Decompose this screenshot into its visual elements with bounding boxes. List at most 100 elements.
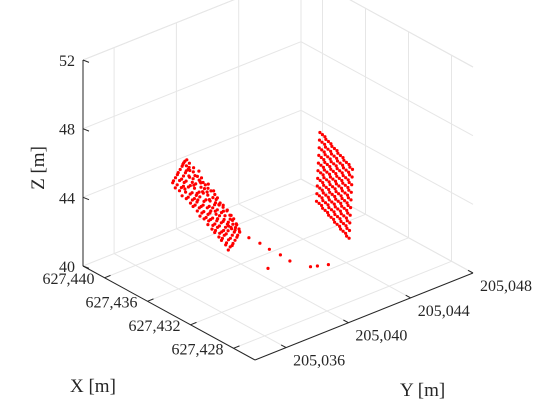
data-point	[335, 167, 339, 171]
data-point	[350, 167, 355, 171]
data-point	[208, 199, 212, 203]
data-point	[317, 153, 321, 157]
z-tick-label: 48	[59, 122, 75, 139]
y-axis-label: Y [m]	[400, 380, 445, 401]
data-point	[323, 145, 328, 149]
data-point	[323, 160, 327, 164]
data-point	[234, 222, 238, 226]
data-point	[321, 199, 325, 203]
y-tick-label: 205,036	[293, 353, 345, 370]
y-tick	[343, 319, 349, 324]
data-point	[346, 211, 350, 215]
data-point	[326, 147, 330, 151]
data-point	[205, 190, 209, 194]
data-point	[175, 183, 179, 187]
data-point	[348, 173, 352, 177]
data-point	[317, 146, 321, 150]
data-point	[318, 130, 322, 135]
y-tick	[280, 344, 287, 349]
data-point	[347, 236, 351, 240]
data-point	[247, 236, 251, 240]
data-point	[207, 219, 211, 223]
data-point	[197, 206, 201, 210]
data-point	[346, 178, 350, 182]
data-point	[226, 238, 231, 242]
grid-line-y-floor	[176, 228, 349, 324]
z-tick-label: 44	[59, 190, 75, 207]
data-point	[230, 227, 234, 231]
data-point	[341, 222, 346, 226]
data-point	[333, 205, 337, 209]
data-point	[211, 206, 215, 210]
data-point	[338, 217, 342, 221]
data-point	[316, 176, 320, 180]
data-point	[315, 264, 319, 268]
data-point	[330, 200, 334, 204]
grid-line-z-back-wall	[82, 41, 302, 130]
data-point	[336, 207, 340, 211]
data-point	[341, 229, 345, 233]
data-point	[347, 188, 351, 192]
data-point	[212, 189, 216, 193]
x-tick	[104, 274, 111, 279]
data-point	[319, 155, 323, 160]
x-tick	[190, 321, 197, 326]
y-tick-label: 205,044	[418, 303, 470, 320]
data-point	[344, 231, 348, 235]
data-point	[333, 194, 337, 199]
data-point	[338, 224, 342, 228]
data-point	[182, 180, 186, 185]
box-edge-top-side	[349, 0, 474, 68]
data-point	[345, 219, 349, 223]
data-point	[317, 201, 321, 205]
data-point	[229, 213, 233, 217]
data-point	[183, 187, 187, 191]
data-point	[225, 209, 229, 213]
axis-layer: 627,440 627,436 627,432 627,428 205,036 205,0…	[43, 53, 533, 370]
data-point	[230, 233, 234, 237]
data-point	[198, 214, 202, 218]
data-point	[324, 185, 328, 189]
data-point	[344, 224, 348, 228]
data-point	[327, 206, 331, 210]
data-point	[333, 220, 337, 224]
data-point	[338, 169, 342, 173]
data-point	[228, 217, 232, 221]
data-point	[326, 210, 330, 215]
data-point	[339, 219, 343, 224]
data-point	[343, 191, 347, 195]
data-point	[342, 206, 346, 210]
data-point	[237, 229, 242, 234]
data-point	[344, 216, 348, 220]
data-point	[190, 180, 194, 184]
data-point	[333, 212, 337, 217]
data-point	[308, 265, 313, 269]
data-point	[329, 142, 333, 146]
data-point	[348, 213, 352, 217]
x-axis-line	[82, 265, 256, 361]
x-axis-label: X [m]	[70, 376, 116, 397]
x-tick-label: 627,432	[129, 318, 181, 335]
data-point	[221, 203, 225, 207]
data-point	[202, 187, 207, 191]
data-point	[215, 225, 220, 229]
data-point	[341, 163, 345, 167]
data-point	[335, 174, 339, 178]
data-point	[334, 190, 338, 194]
data-point	[184, 164, 188, 168]
grid-line-y-floor	[113, 253, 287, 349]
data-point	[320, 148, 324, 152]
data-point	[199, 185, 203, 189]
data-point	[334, 172, 338, 176]
data-point	[322, 176, 326, 180]
data-point	[332, 146, 336, 151]
data-point	[183, 159, 187, 163]
data-point	[209, 189, 213, 193]
data-point	[339, 201, 343, 205]
data-point	[347, 228, 352, 233]
data-point	[322, 168, 326, 172]
data-point	[215, 217, 220, 221]
data-point	[217, 235, 221, 239]
data-point	[188, 192, 192, 196]
